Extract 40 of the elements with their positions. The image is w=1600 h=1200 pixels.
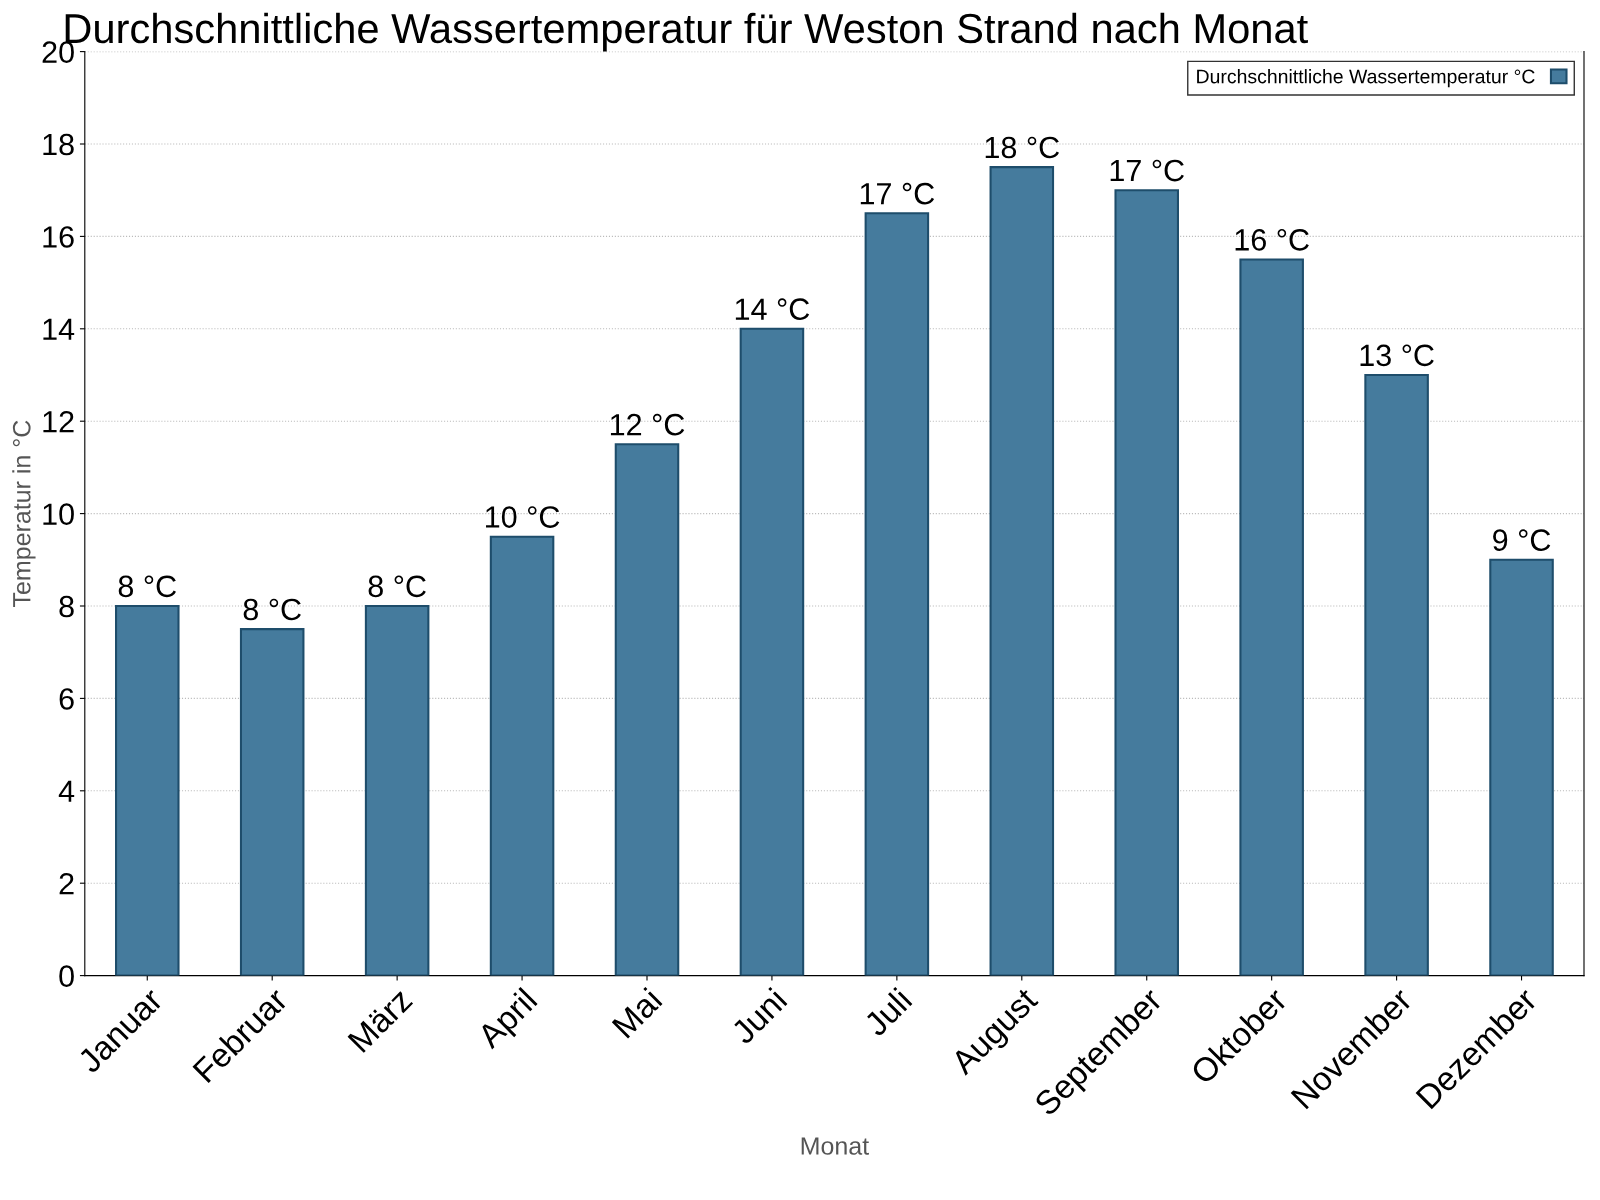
data-label: 9 °C	[1493, 529, 1551, 551]
y-tick-label: 6	[59, 688, 74, 710]
bar	[614, 443, 680, 976]
bar	[1489, 558, 1554, 976]
legend-label: Durchschnittliche Wassertemperatur °C	[1197, 69, 1535, 88]
bar	[1239, 258, 1304, 976]
data-label: 8 °C	[368, 575, 426, 598]
data-label: 17 °C	[1110, 159, 1184, 182]
x-tick-label: Mai	[610, 986, 663, 1039]
data-label: 16 °C	[1235, 229, 1309, 251]
bar	[489, 535, 555, 976]
x-axis-title: Monat	[801, 1137, 869, 1155]
x-tick-label: Juni	[729, 986, 788, 1046]
y-tick-label: 0	[59, 965, 74, 987]
bar	[1364, 373, 1429, 976]
data-label: 10 °C	[486, 506, 560, 528]
y-tick-label: 14	[43, 318, 75, 340]
data-label: 14 °C	[735, 298, 810, 320]
y-axis-title: Temperatur in °C	[12, 420, 36, 607]
data-label: 8 °C	[243, 598, 301, 621]
bar	[989, 166, 1055, 976]
bar	[239, 628, 305, 976]
y-tick-label: 12	[43, 410, 74, 433]
data-label: 18 °C	[985, 136, 1060, 159]
bar	[114, 604, 180, 976]
y-tick-label: 18	[43, 133, 74, 156]
bar	[364, 604, 430, 976]
bar	[739, 327, 805, 976]
bar	[864, 212, 930, 976]
data-label: 17 °C	[860, 182, 935, 205]
y-tick-label: 2	[59, 872, 74, 895]
data-label: 13 °C	[1360, 344, 1434, 367]
data-label: 12 °C	[610, 413, 685, 436]
y-tick-label: 8	[59, 595, 74, 618]
y-tick-label: 4	[58, 780, 75, 802]
y-tick-label: 16	[43, 226, 74, 248]
bar	[1114, 189, 1180, 976]
x-tick-label: Juli	[861, 986, 913, 1038]
y-tick-label: 10	[43, 503, 74, 525]
data-label: 8 °C	[118, 575, 176, 598]
